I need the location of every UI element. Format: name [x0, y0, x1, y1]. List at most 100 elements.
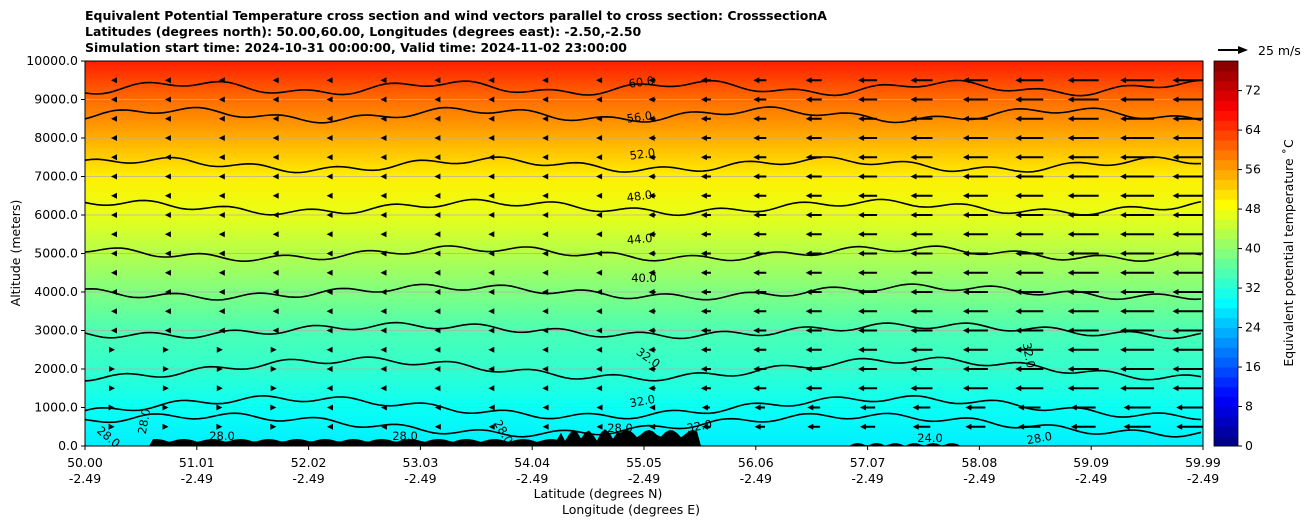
wind-vector-head	[596, 154, 603, 161]
wind-vector-head	[1018, 423, 1025, 430]
contour-label: 32.0	[628, 392, 656, 410]
contour-label: 48.0	[626, 187, 653, 204]
wind-vector-head	[805, 289, 812, 295]
contour-line	[85, 394, 1202, 421]
contour-label: 44.0	[626, 231, 653, 247]
colorbar-segment	[1214, 426, 1238, 437]
colorbar-segment	[1214, 376, 1238, 388]
y-tick-label: 5000.0	[34, 246, 78, 261]
colorbar-segment	[1214, 288, 1238, 299]
wind-vector-head	[542, 192, 549, 199]
wind-vector-head	[648, 231, 655, 238]
wind-vector-head	[596, 173, 603, 180]
wind-vector-head	[272, 154, 279, 161]
contour-lines	[85, 79, 1202, 438]
wind-vector-head	[326, 192, 333, 199]
wind-vector-head	[700, 308, 707, 315]
colorbar-segment	[1214, 327, 1238, 338]
wind-vector-head	[753, 96, 760, 103]
wind-vector-head	[434, 135, 441, 141]
wind-vector-head	[754, 404, 761, 411]
colorbar-segment	[1214, 80, 1238, 92]
wind-vector-head	[488, 231, 495, 238]
wind-vector-head	[488, 154, 495, 161]
wind-vector-head	[962, 212, 969, 218]
wind-vector-head	[1172, 366, 1179, 372]
wind-vector-head	[162, 404, 169, 411]
wind-vector-head	[1015, 77, 1022, 84]
contour-label: 28.0	[392, 429, 418, 443]
wind-vector-head	[1015, 135, 1022, 141]
wind-vector-head	[962, 231, 969, 238]
wind-vector-head	[962, 250, 969, 257]
wind-vectors	[108, 77, 1203, 430]
wind-vector-head	[753, 135, 760, 141]
contour-label: 32.0	[685, 417, 713, 435]
y-tick-label: 9000.0	[34, 92, 78, 107]
colorbar-segment	[1214, 416, 1238, 427]
wind-vector-head	[910, 96, 917, 103]
wind-vector-head	[701, 423, 708, 430]
wind-vector-head	[326, 269, 333, 276]
wind-vector-head	[858, 327, 865, 334]
wind-vector-head	[542, 289, 549, 295]
wind-vector-head	[753, 154, 760, 161]
wind-vector-head	[648, 135, 655, 141]
wind-vector-head	[542, 77, 549, 84]
contour-line	[85, 321, 1202, 340]
wind-vector-head	[805, 192, 812, 199]
colorbar-segment	[1214, 110, 1238, 121]
contour-label: 40.0	[631, 271, 657, 285]
wind-vector-head	[912, 423, 919, 430]
wind-vector-head	[1120, 269, 1127, 276]
wind-vector-head	[488, 173, 495, 180]
wind-vector-head	[858, 269, 865, 276]
wind-vector-head	[326, 327, 333, 334]
wind-vector-head	[164, 77, 171, 84]
wind-vector-head	[434, 173, 441, 180]
wind-vector-head	[1120, 115, 1127, 122]
colorbar-segment	[1214, 278, 1238, 289]
wind-vector-head	[380, 115, 387, 122]
wind-vector-head	[648, 327, 655, 334]
wind-vector-head	[962, 115, 969, 122]
wind-vector-head	[434, 77, 441, 84]
wind-vector-head	[1015, 250, 1022, 257]
x-tick-label-lon: -2.49	[292, 471, 324, 486]
wind-vector-head	[805, 154, 812, 161]
wind-vector-head	[1120, 366, 1127, 372]
wind-vector-head	[216, 404, 223, 411]
wind-vector-head	[272, 289, 279, 295]
x-axis: 50.00-2.4951.01-2.4952.02-2.4953.03-2.49…	[67, 446, 1221, 486]
wind-vector-head	[111, 115, 117, 122]
wind-vector-head	[380, 231, 387, 238]
wind-vector-head	[272, 96, 279, 103]
wind-vector-head	[858, 192, 865, 199]
wind-vector-head	[962, 327, 969, 334]
wind-vector-head	[272, 231, 279, 238]
wind-vector-head	[962, 385, 969, 392]
colorbar-segment	[1214, 139, 1238, 151]
wind-vector-head	[753, 231, 760, 238]
wind-vector-head	[272, 77, 279, 84]
colorbar-label: Equivalent potential temperature ˚C	[1281, 139, 1296, 367]
contour-line	[85, 198, 1202, 217]
colorbar-segment	[1214, 307, 1238, 319]
wind-vector-head	[218, 269, 225, 276]
wind-vector-head	[962, 135, 969, 141]
contour-label: 28.0	[1025, 429, 1053, 447]
wind-vector-head	[542, 308, 549, 315]
wind-vector-head	[649, 404, 656, 411]
chart-title: Equivalent Potential Temperature cross s…	[85, 8, 827, 56]
wind-vector-head	[753, 308, 760, 315]
wind-vector-head	[596, 423, 603, 430]
wind-vector-head	[218, 289, 225, 295]
colorbar-segment	[1214, 386, 1238, 398]
wind-vector-head	[805, 115, 812, 122]
wind-vector-head	[648, 346, 655, 353]
wind-vector-head	[488, 366, 495, 372]
wind-vector-head	[1120, 250, 1127, 257]
wind-vector-head	[648, 77, 655, 84]
colorbar-tick-label: 64	[1245, 122, 1261, 137]
colorbar-segment	[1214, 90, 1238, 101]
